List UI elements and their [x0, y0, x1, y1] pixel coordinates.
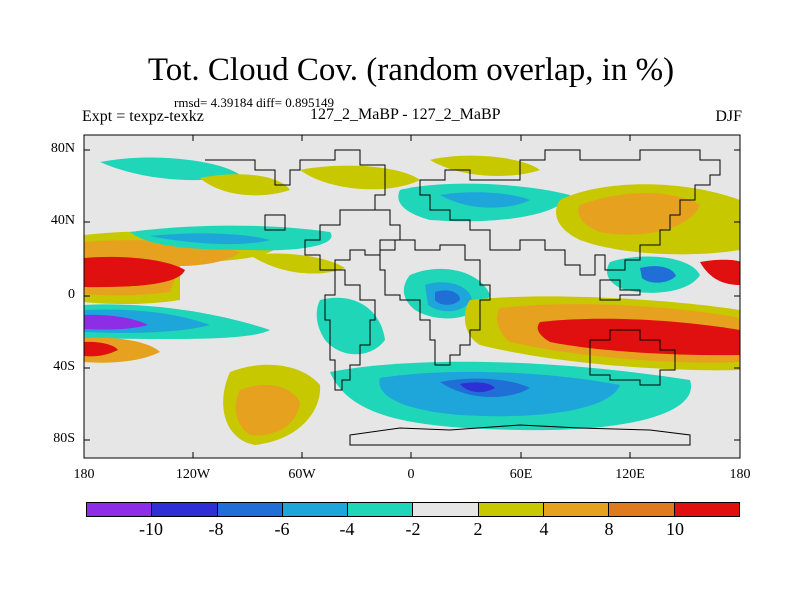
- season-label: DJF: [715, 108, 742, 125]
- lon-tick-label: 180: [729, 467, 751, 482]
- anomaly-region: [250, 253, 345, 274]
- lon-tick-label: 60W: [288, 467, 316, 482]
- anomaly-region: [440, 192, 530, 208]
- colorbar-swatch: [609, 503, 675, 516]
- anomaly-region: [537, 318, 740, 356]
- colorbar-swatch: [674, 503, 739, 516]
- lat-tick-label: 0: [68, 287, 75, 302]
- lon-tick-label: 120E: [615, 467, 645, 482]
- anomaly-region: [235, 384, 300, 436]
- lon-tick-label: 0: [407, 467, 415, 482]
- colorbar: [86, 502, 740, 517]
- lat-tick-label: 80N: [50, 141, 75, 156]
- lon-tick-label: 60E: [509, 467, 533, 482]
- lat-tick-marks: [84, 149, 740, 441]
- experiment-label: Expt = texpz-texkz: [82, 108, 204, 125]
- colorbar-level-label: -8: [208, 519, 224, 539]
- lat-tick-label: 40S: [53, 359, 75, 374]
- comparison-label: 127_2_MaBP - 127_2_MaBP: [310, 106, 501, 123]
- lon-tick-marks: [192, 135, 631, 458]
- lon-tick-label: 120W: [175, 467, 211, 482]
- coastlines: [205, 149, 721, 446]
- anomaly-region: [150, 233, 270, 245]
- colorbar-level-label: 4: [539, 519, 549, 539]
- anomaly-region: [700, 259, 740, 285]
- colorbar-swatch: [413, 503, 479, 516]
- lat-tick-label: 80S: [53, 431, 75, 446]
- lon-tick-label: 180: [73, 467, 95, 482]
- colorbar-swatch: [544, 503, 610, 516]
- colorbar-level-label: -2: [405, 519, 421, 539]
- anomaly-region: [200, 174, 290, 196]
- colorbar-swatch: [348, 503, 414, 516]
- colorbar-swatch: [478, 503, 545, 516]
- colorbar-swatch: [217, 503, 283, 516]
- anomaly-region: [460, 382, 495, 393]
- colorbar-level-label: -4: [339, 519, 355, 539]
- anomaly-region: [100, 157, 240, 181]
- anomaly-region: [316, 297, 385, 355]
- colorbar-swatch: [152, 503, 218, 516]
- colorbar-swatch: [87, 503, 153, 516]
- map-title: Tot. Cloud Cov. (random overlap, in %): [147, 52, 675, 88]
- colorbar-swatch: [282, 503, 349, 516]
- rmsd-diff-stats: rmsd= 4.39184 diff= 0.895149: [174, 95, 334, 110]
- colorbar-level-label: 10: [666, 519, 684, 539]
- anomaly-region: [430, 155, 540, 176]
- colorbar-level-label: 8: [604, 519, 614, 539]
- colorbar-level-label: -6: [274, 519, 290, 539]
- colorbar-level-label: 2: [473, 519, 483, 539]
- anomaly-region: [300, 165, 420, 190]
- anomaly-region: [640, 266, 676, 283]
- colorbar-level-label: -10: [139, 519, 163, 539]
- anomaly-region: [84, 314, 148, 330]
- anomaly-region: [84, 256, 185, 288]
- lat-tick-label: 40N: [50, 213, 75, 228]
- anomaly-region: [435, 290, 460, 305]
- anomaly-region: [84, 341, 118, 357]
